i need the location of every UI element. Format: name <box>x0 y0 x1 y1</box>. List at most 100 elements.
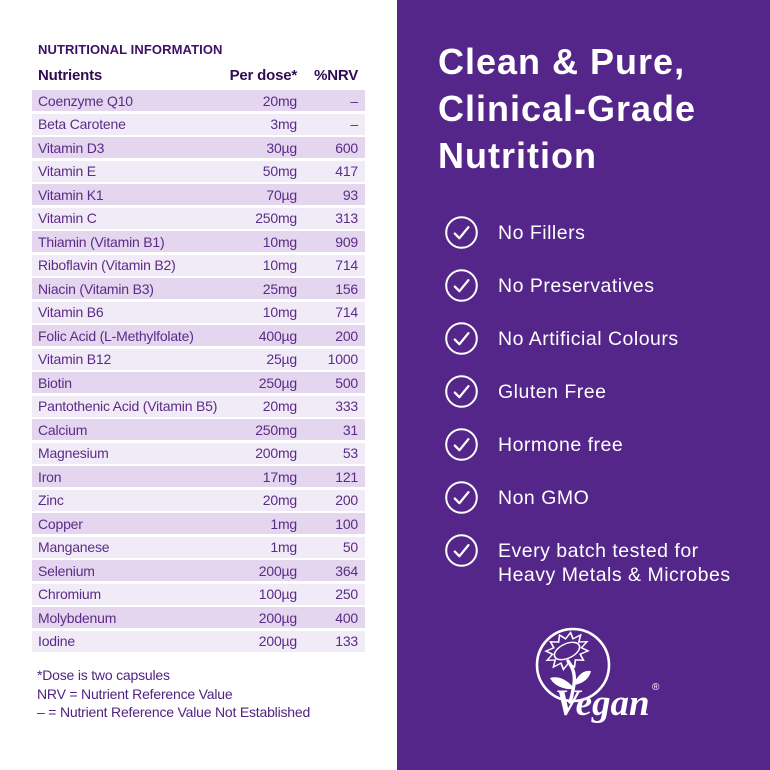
per-dose-value: 70µg <box>266 186 297 203</box>
per-dose-value: 200mg <box>255 445 297 461</box>
footnotes: *Dose is two capsules NRV = Nutrient Ref… <box>37 666 310 722</box>
per-dose-value: 1mg <box>270 515 297 532</box>
nrv-value: 53 <box>342 445 358 461</box>
table-row: Niacin (Vitamin B3) 25mg 156 <box>32 278 365 299</box>
per-dose-value: 400µg <box>258 327 297 344</box>
headline-line-3: Nutrition <box>438 135 597 176</box>
check-circle-icon <box>445 269 478 302</box>
table-row: Vitamin B6 10mg 714 <box>32 301 365 323</box>
table-row: Iodine 200µg 133 <box>32 630 365 652</box>
footnote-dose: *Dose is two capsules <box>37 667 170 683</box>
checklist-item: No Fillers <box>445 216 731 249</box>
nutrient-name: Vitamin E <box>38 163 96 179</box>
per-dose-value: 1mg <box>270 539 297 555</box>
table-header-row: Nutrients Per dose* %NRV <box>32 65 365 86</box>
nrv-value: – <box>350 116 358 132</box>
column-header-nutrients: Nutrients <box>38 67 103 84</box>
checklist-item-label: Every batch tested for Heavy Metals & Mi… <box>498 539 731 586</box>
table-row: Selenium 200µg 364 <box>32 560 365 581</box>
table-row: Thiamin (Vitamin B1) 10mg 909 <box>32 231 365 252</box>
table-row: Molybdenum 200µg 400 <box>32 607 365 628</box>
footnote-nrv: NRV = Nutrient Reference Value <box>37 685 233 702</box>
checklist-item-label: Gluten Free <box>498 380 607 403</box>
table-row: Zinc 20mg 200 <box>32 489 365 511</box>
check-circle-icon <box>445 216 478 249</box>
table-row: Folic Acid (L-Methylfolate) 400µg 200 <box>32 325 365 346</box>
nrv-value: 714 <box>335 257 358 273</box>
nutrient-name: Niacin (Vitamin B3) <box>38 280 154 297</box>
per-dose-value: 250µg <box>258 374 297 391</box>
checklist-item-label: No Artificial Colours <box>498 327 679 350</box>
per-dose-value: 25mg <box>262 280 297 297</box>
nrv-value: 250 <box>335 586 358 602</box>
nutrient-name: Riboflavin (Vitamin B2) <box>38 257 176 273</box>
table-row: Vitamin B12 25µg 1000 <box>32 348 365 370</box>
table-row: Riboflavin (Vitamin B2) 10mg 714 <box>32 254 365 276</box>
per-dose-value: 200µg <box>258 562 297 579</box>
vegan-logo: Vegan ® <box>513 620 663 732</box>
nrv-value: 156 <box>335 280 358 297</box>
nutrient-name: Vitamin C <box>38 210 97 226</box>
table-row: Coenzyme Q10 20mg – <box>32 90 365 111</box>
table-row: Pantothenic Acid (Vitamin B5) 20mg 333 <box>32 395 365 417</box>
nrv-value: 364 <box>335 562 358 579</box>
per-dose-value: 200µg <box>258 609 297 626</box>
nutrient-name: Thiamin (Vitamin B1) <box>38 233 165 250</box>
column-header-nrv: %NRV <box>314 67 358 84</box>
table-row: Vitamin K1 70µg 93 <box>32 184 365 205</box>
per-dose-value: 3mg <box>270 116 297 132</box>
per-dose-value: 20mg <box>262 92 297 109</box>
table-row: Vitamin D3 30µg 600 <box>32 137 365 158</box>
nrv-value: 31 <box>342 421 358 438</box>
nutrient-name: Chromium <box>38 586 101 602</box>
per-dose-value: 250mg <box>255 210 297 226</box>
check-circle-icon <box>445 534 478 567</box>
marketing-panel: Clean & Pure, Clinical-Grade Nutrition N… <box>397 0 770 770</box>
table-row: Beta Carotene 3mg – <box>32 113 365 135</box>
nutrient-name: Beta Carotene <box>38 116 126 132</box>
nrv-value: 1000 <box>327 351 359 367</box>
headline-line-1: Clean & Pure, <box>438 41 686 82</box>
nrv-value: 600 <box>335 139 358 156</box>
nrv-value: 121 <box>335 468 358 485</box>
per-dose-value: 30µg <box>266 139 297 156</box>
nrv-value: 200 <box>335 492 358 508</box>
per-dose-value: 50mg <box>262 163 297 179</box>
nrv-value: 200 <box>335 327 358 344</box>
checklist-item: Every batch tested for Heavy Metals & Mi… <box>445 534 731 587</box>
headline-line-2: Clinical-Grade <box>438 88 697 129</box>
per-dose-value: 250mg <box>255 421 297 438</box>
nutrient-name: Vitamin D3 <box>38 139 105 156</box>
nrv-value: 500 <box>335 374 358 391</box>
benefits-checklist: No Fillers No Preservatives No Artificia… <box>445 216 731 587</box>
per-dose-value: 10mg <box>262 257 297 273</box>
nrv-value: 133 <box>335 633 358 649</box>
nutrition-title: NUTRITIONAL INFORMATION <box>38 42 223 57</box>
table-row: Iron 17mg 121 <box>32 466 365 487</box>
nrv-value: 417 <box>335 163 358 179</box>
nutrient-name: Magnesium <box>38 445 109 461</box>
check-circle-icon <box>445 322 478 355</box>
nutrient-name: Folic Acid (L-Methylfolate) <box>38 327 194 344</box>
checklist-item-label: Hormone free <box>498 433 624 456</box>
table-row: Biotin 250µg 500 <box>32 372 365 393</box>
check-circle-icon <box>445 481 478 514</box>
nrv-value: 714 <box>335 304 358 320</box>
nrv-value: 333 <box>335 398 358 414</box>
checklist-item: Non GMO <box>445 481 731 514</box>
table-row: Copper 1mg 100 <box>32 513 365 534</box>
check-circle-icon <box>445 428 478 461</box>
nutrient-name: Calcium <box>38 421 88 438</box>
registered-trademark-symbol: ® <box>652 682 660 693</box>
nutrient-name: Molybdenum <box>38 609 117 626</box>
table-row: Magnesium 200mg 53 <box>32 442 365 464</box>
nutrient-name: Manganese <box>38 539 110 555</box>
nutrient-name: Biotin <box>38 374 72 391</box>
nrv-value: 400 <box>335 609 358 626</box>
nrv-value: 93 <box>342 186 358 203</box>
nutrient-name: Iodine <box>38 633 75 649</box>
checklist-item: Hormone free <box>445 428 731 461</box>
table-row: Vitamin C 250mg 313 <box>32 207 365 229</box>
checklist-item-label: No Preservatives <box>498 274 655 297</box>
nrv-value: 909 <box>335 233 358 250</box>
